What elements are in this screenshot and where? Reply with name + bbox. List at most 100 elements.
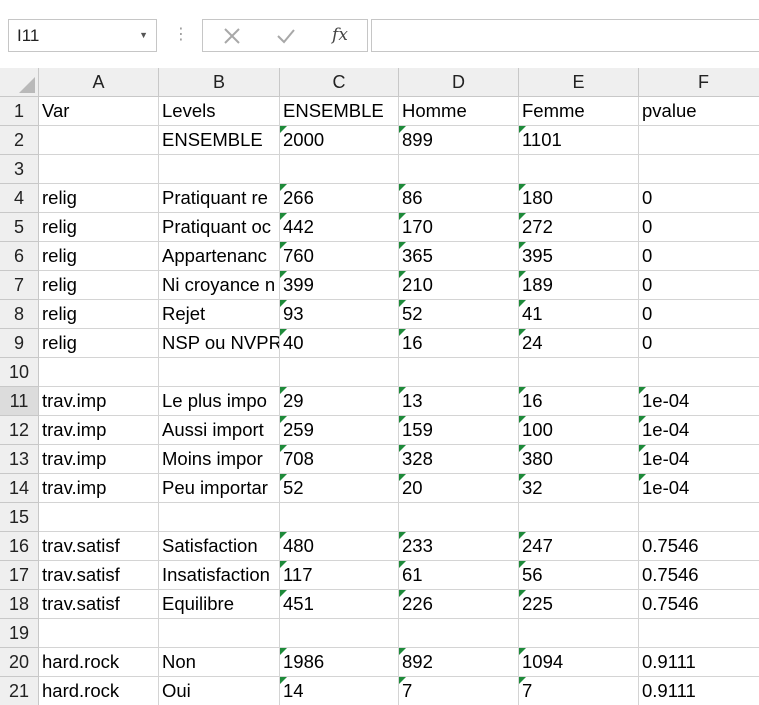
cell-a13[interactable]: trav.imp [39,445,159,474]
cell-d15[interactable] [399,503,519,532]
cell-e6[interactable]: 395 [519,242,639,271]
row-header-5[interactable]: 5 [0,213,39,242]
cell-a10[interactable] [39,358,159,387]
row-header-19[interactable]: 19 [0,619,39,648]
cell-d9[interactable]: 16 [399,329,519,358]
cell-f21[interactable]: 0.9111 [639,677,759,705]
cell-f11[interactable]: 1e-04 [639,387,759,416]
cell-d13[interactable]: 328 [399,445,519,474]
cell-c1[interactable]: ENSEMBLE [280,97,399,126]
cell-b4[interactable]: Pratiquant re [159,184,280,213]
row-header-1[interactable]: 1 [0,97,39,126]
cell-c14[interactable]: 52 [280,474,399,503]
cell-b16[interactable]: Satisfaction [159,532,280,561]
cell-e18[interactable]: 225 [519,590,639,619]
cell-b1[interactable]: Levels [159,97,280,126]
cell-e3[interactable] [519,155,639,184]
cell-a17[interactable]: trav.satisf [39,561,159,590]
cell-c12[interactable]: 259 [280,416,399,445]
cell-f1[interactable]: pvalue [639,97,759,126]
cell-c13[interactable]: 708 [280,445,399,474]
cell-e8[interactable]: 41 [519,300,639,329]
cell-d10[interactable] [399,358,519,387]
cell-d5[interactable]: 170 [399,213,519,242]
cell-c6[interactable]: 760 [280,242,399,271]
insert-function-button[interactable]: fx [332,25,348,45]
cell-a9[interactable]: relig [39,329,159,358]
cell-a14[interactable]: trav.imp [39,474,159,503]
cell-c17[interactable]: 117 [280,561,399,590]
row-header-18[interactable]: 18 [0,590,39,619]
row-header-11[interactable]: 11 [0,387,39,416]
cell-f6[interactable]: 0 [639,242,759,271]
cell-d12[interactable]: 159 [399,416,519,445]
row-header-15[interactable]: 15 [0,503,39,532]
cell-c2[interactable]: 2000 [280,126,399,155]
row-header-6[interactable]: 6 [0,242,39,271]
cell-c10[interactable] [280,358,399,387]
cell-e2[interactable]: 1101 [519,126,639,155]
row-header-8[interactable]: 8 [0,300,39,329]
row-header-7[interactable]: 7 [0,271,39,300]
cell-f17[interactable]: 0.7546 [639,561,759,590]
cell-f19[interactable] [639,619,759,648]
cell-e14[interactable]: 32 [519,474,639,503]
cell-c16[interactable]: 480 [280,532,399,561]
cell-c19[interactable] [280,619,399,648]
cell-b2[interactable]: ENSEMBLE [159,126,280,155]
row-header-20[interactable]: 20 [0,648,39,677]
cell-f16[interactable]: 0.7546 [639,532,759,561]
cell-b10[interactable] [159,358,280,387]
cell-c5[interactable]: 442 [280,213,399,242]
cell-f20[interactable]: 0.9111 [639,648,759,677]
cell-e5[interactable]: 272 [519,213,639,242]
cell-e19[interactable] [519,619,639,648]
cell-a15[interactable] [39,503,159,532]
cell-c18[interactable]: 451 [280,590,399,619]
cell-f13[interactable]: 1e-04 [639,445,759,474]
cell-a1[interactable]: Var [39,97,159,126]
close-icon[interactable] [217,20,247,51]
cell-c8[interactable]: 93 [280,300,399,329]
cell-f18[interactable]: 0.7546 [639,590,759,619]
cell-f4[interactable]: 0 [639,184,759,213]
cell-b11[interactable]: Le plus impo [159,387,280,416]
cell-c11[interactable]: 29 [280,387,399,416]
cell-f2[interactable] [639,126,759,155]
cell-d3[interactable] [399,155,519,184]
cell-e15[interactable] [519,503,639,532]
cell-b17[interactable]: Insatisfaction [159,561,280,590]
cell-e10[interactable] [519,358,639,387]
cell-a2[interactable] [39,126,159,155]
cell-f8[interactable]: 0 [639,300,759,329]
cell-b12[interactable]: Aussi import [159,416,280,445]
cell-c9[interactable]: 40 [280,329,399,358]
cell-e1[interactable]: Femme [519,97,639,126]
cell-a6[interactable]: relig [39,242,159,271]
cell-a20[interactable]: hard.rock [39,648,159,677]
cell-a7[interactable]: relig [39,271,159,300]
cell-d11[interactable]: 13 [399,387,519,416]
cell-c7[interactable]: 399 [280,271,399,300]
cell-c21[interactable]: 14 [280,677,399,705]
name-box[interactable]: I11 ▼ [8,19,157,52]
cell-b8[interactable]: Rejet [159,300,280,329]
cell-b20[interactable]: Non [159,648,280,677]
cell-d1[interactable]: Homme [399,97,519,126]
cell-b21[interactable]: Oui [159,677,280,705]
row-header-17[interactable]: 17 [0,561,39,590]
cell-a21[interactable]: hard.rock [39,677,159,705]
cell-e4[interactable]: 180 [519,184,639,213]
row-header-4[interactable]: 4 [0,184,39,213]
cell-a16[interactable]: trav.satisf [39,532,159,561]
cell-b18[interactable]: Equilibre [159,590,280,619]
cell-b3[interactable] [159,155,280,184]
row-header-10[interactable]: 10 [0,358,39,387]
cell-f7[interactable]: 0 [639,271,759,300]
cell-d17[interactable]: 61 [399,561,519,590]
column-header-a[interactable]: A [39,68,159,97]
cell-e20[interactable]: 1094 [519,648,639,677]
cell-a18[interactable]: trav.satisf [39,590,159,619]
cell-d18[interactable]: 226 [399,590,519,619]
row-header-16[interactable]: 16 [0,532,39,561]
